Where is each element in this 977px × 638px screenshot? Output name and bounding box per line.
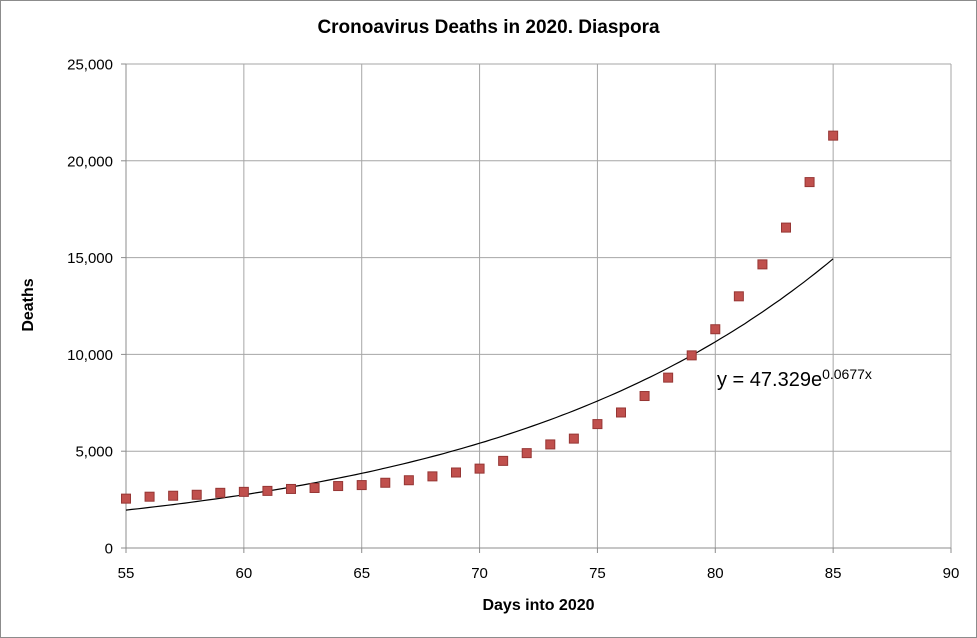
- x-tick-label-80: 80: [707, 565, 724, 582]
- data-point-day-70: [474, 463, 485, 474]
- y-tick-label-20000: 20,000: [67, 153, 113, 170]
- trendline-equation-base: y = 47.329e: [717, 369, 823, 391]
- data-point-day-59: [215, 487, 226, 498]
- data-point-day-76: [616, 407, 626, 418]
- y-axis-title: Deaths: [20, 278, 37, 332]
- data-point-day-80: [710, 324, 721, 335]
- data-point-day-68: [427, 471, 438, 482]
- data-point-day-78: [663, 372, 674, 383]
- y-tick-label-25000: 25,000: [67, 57, 113, 74]
- data-point-day-74: [568, 433, 579, 444]
- y-tick-label-10000: 10,000: [67, 347, 113, 364]
- data-point-day-82: [757, 259, 768, 270]
- data-point-day-61: [262, 485, 273, 496]
- chart-title: Cronoavirus Deaths in 2020. Diaspora: [317, 17, 660, 38]
- data-point-day-75: [592, 419, 603, 430]
- y-tick-label-0: 0: [105, 541, 113, 558]
- data-point-day-60: [238, 486, 249, 497]
- data-point-day-84: [804, 177, 815, 188]
- data-point-day-85: [828, 130, 839, 141]
- data-point-day-71: [498, 455, 509, 466]
- data-point-day-56: [144, 491, 155, 502]
- trendline-equation: y = 47.329e0.0677x: [717, 366, 872, 392]
- data-point-day-62: [286, 483, 296, 494]
- data-point-day-77: [639, 391, 650, 402]
- x-tick-label-60: 60: [236, 565, 253, 582]
- data-point-day-69: [451, 467, 461, 478]
- data-point-day-83: [781, 222, 791, 233]
- x-tick-label-55: 55: [118, 565, 135, 582]
- y-tick-label-15000: 15,000: [67, 250, 113, 267]
- x-tick-label-75: 75: [589, 565, 606, 582]
- x-tick-label-85: 85: [825, 565, 842, 582]
- data-point-day-73: [545, 439, 556, 450]
- data-point-day-64: [333, 481, 344, 492]
- data-point-day-66: [380, 477, 391, 488]
- x-axis-title: Days into 2020: [482, 597, 595, 614]
- y-tick-label-5000: 5,000: [75, 444, 113, 461]
- data-point-day-57: [168, 490, 179, 501]
- trendline-equation-exponent: 0.0677x: [822, 366, 872, 382]
- x-tick-label-70: 70: [471, 565, 488, 582]
- data-point-day-58: [191, 489, 202, 500]
- data-point-day-81: [733, 291, 744, 302]
- data-point-day-72: [521, 448, 532, 459]
- x-tick-label-90: 90: [943, 565, 960, 582]
- data-point-day-65: [356, 480, 367, 491]
- data-point-day-67: [403, 475, 414, 486]
- data-point-day-79: [686, 350, 697, 361]
- data-point-day-63: [309, 482, 320, 493]
- data-point-day-55: [121, 493, 131, 504]
- x-tick-label-65: 65: [353, 565, 370, 582]
